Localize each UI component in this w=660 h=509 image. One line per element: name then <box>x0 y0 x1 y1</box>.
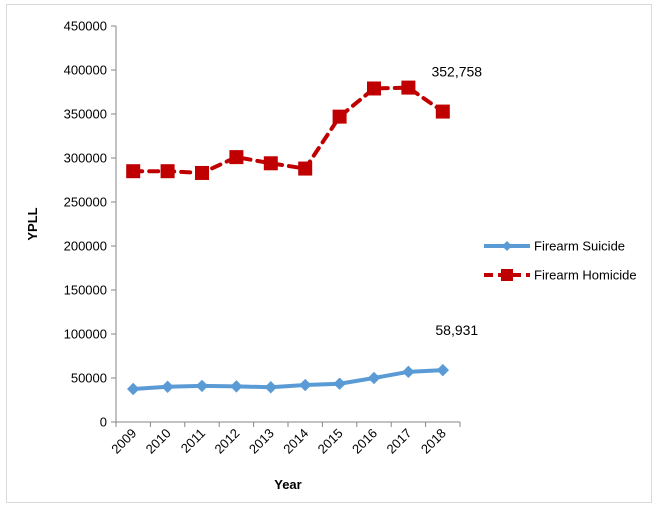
legend-marker <box>502 241 512 251</box>
data-point-marker <box>298 378 312 392</box>
data-point-marker <box>367 371 381 385</box>
data-point-marker <box>126 382 140 396</box>
data-point-marker <box>195 379 209 393</box>
y-tick-label: 0 <box>100 415 107 430</box>
series-firearm-suicide <box>126 363 450 396</box>
legend-item: Firearm Homicide <box>484 268 637 283</box>
axes: 0 50000 100000 150000 200000 250000 300000 3500… <box>64 19 461 457</box>
x-tick-label: 2009 <box>108 426 139 457</box>
data-point-marker <box>435 104 450 119</box>
legend-label: Firearm Suicide <box>534 239 625 254</box>
data-point-marker <box>333 377 346 390</box>
data-point-marker <box>263 156 278 171</box>
chart-frame <box>6 4 652 503</box>
data-point-marker <box>298 161 313 176</box>
data-point-marker <box>436 363 450 377</box>
y-tick-label: 300000 <box>64 151 107 166</box>
data-point-marker <box>332 109 347 124</box>
y-tick-label: 450000 <box>64 19 107 34</box>
legend-label: Firearm Homicide <box>534 268 637 283</box>
y-tick-label: 200000 <box>64 239 107 254</box>
y-tick-label: 150000 <box>64 283 107 298</box>
series-line <box>131 368 445 391</box>
series-layer <box>126 80 450 396</box>
data-point-marker <box>229 150 244 165</box>
y-tick-label: 100000 <box>64 327 107 342</box>
y-tick-label: 250000 <box>64 195 107 210</box>
labels: YPLL Year 352,758 58,931 <box>25 64 482 492</box>
data-label-annotation: 352,758 <box>431 64 482 80</box>
x-tick-label: 2012 <box>211 426 242 457</box>
y-tick-label: 400000 <box>64 63 107 78</box>
legend-item: Firearm Suicide <box>484 239 625 254</box>
data-point-marker <box>402 365 415 379</box>
x-tick-label: 2016 <box>349 426 380 457</box>
data-point-marker <box>160 164 175 179</box>
data-point-marker <box>367 81 381 96</box>
x-tick-label: 2014 <box>280 426 311 457</box>
x-tick-label: 2013 <box>246 426 277 457</box>
data-point-marker <box>161 380 174 394</box>
data-point-marker <box>126 164 141 179</box>
series-line <box>131 85 445 175</box>
x-tick-label: 2017 <box>383 426 414 457</box>
x-tick-label: 2010 <box>143 426 174 457</box>
y-tick-label: 350000 <box>64 107 107 122</box>
data-point-marker <box>264 381 278 394</box>
legend: Firearm Suicide Firearm Homicide <box>484 239 637 283</box>
x-tick-label: 2015 <box>315 426 346 457</box>
x-tick-label: 2018 <box>418 426 449 457</box>
data-point-marker <box>195 165 209 180</box>
data-point-marker <box>230 380 243 393</box>
series-firearm-homicide <box>126 80 450 180</box>
data-label-annotation: 58,931 <box>435 322 478 338</box>
x-tick-label: 2011 <box>178 426 208 456</box>
data-point-marker <box>401 80 416 95</box>
y-tick-label: 50000 <box>71 371 107 386</box>
legend-marker <box>501 269 513 281</box>
y-axis-title: YPLL <box>25 207 40 240</box>
x-axis-title: Year <box>274 477 301 492</box>
